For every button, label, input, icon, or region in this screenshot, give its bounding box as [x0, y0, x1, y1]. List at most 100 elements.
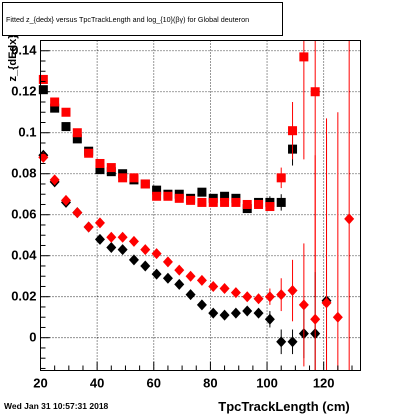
- data-point-square: [50, 103, 60, 113]
- data-point-square: [152, 191, 162, 201]
- data-point-square: [220, 191, 230, 201]
- data-point-square: [129, 173, 139, 183]
- data-point-square: [163, 191, 173, 201]
- y-tick-label: 0.04: [11, 248, 37, 263]
- data-point-square: [38, 85, 48, 95]
- y-tick-label: 0.14: [11, 43, 37, 58]
- y-tick-label: 0.02: [11, 289, 36, 304]
- data-point-square: [220, 197, 230, 207]
- data-point-square: [276, 173, 286, 183]
- data-point-diamond: [230, 287, 241, 299]
- data-point-square: [118, 173, 128, 183]
- data-point-diamond: [117, 244, 128, 256]
- data-point-diamond: [196, 299, 207, 311]
- data-point-diamond: [72, 207, 83, 219]
- data-point-square: [72, 128, 82, 138]
- data-point-diamond: [140, 260, 151, 272]
- data-point-square: [61, 122, 71, 132]
- data-point-diamond: [106, 231, 117, 243]
- data-point-diamond: [219, 283, 230, 295]
- plot-frame: [40, 40, 361, 371]
- data-point-diamond: [253, 293, 264, 305]
- y-tick-label: 0.06: [11, 207, 36, 222]
- data-point-square: [186, 195, 196, 205]
- data-point-diamond: [332, 311, 343, 323]
- data-point-square: [197, 197, 207, 207]
- data-point-diamond: [287, 336, 298, 348]
- data-point-diamond: [185, 270, 196, 282]
- y-tick-label: 0.08: [11, 166, 36, 181]
- plot-title-box: Fitted z_{dedx} versus TpcTrackLength an…: [2, 2, 283, 36]
- data-point-square: [242, 199, 252, 209]
- data-point-diamond: [162, 256, 173, 268]
- data-point-square: [95, 158, 105, 168]
- data-point-diamond: [185, 289, 196, 301]
- data-point-square: [299, 52, 309, 62]
- axes: 20 40 60 80 100 120 0 0.02 0.04 0.06 0.08 0.1 0.12 0.…: [11, 40, 353, 391]
- data-point-square: [310, 87, 320, 97]
- data-point-square: [288, 126, 298, 136]
- data-point-square: [254, 199, 264, 209]
- x-tick-label: 20: [33, 376, 47, 391]
- x-tick-label: 60: [147, 376, 161, 391]
- data-point-square: [197, 187, 207, 197]
- data-point-square: [72, 134, 82, 144]
- data-point-diamond: [151, 248, 162, 260]
- x-tick-label: 40: [90, 376, 104, 391]
- data-point-square: [276, 197, 286, 207]
- data-point-square: [38, 74, 48, 84]
- data-point-diamond: [298, 299, 309, 311]
- x-tick-label: 80: [203, 376, 217, 391]
- data-point-diamond: [253, 307, 264, 319]
- plot-title: Fitted z_{dedx} versus TpcTrackLength an…: [6, 14, 250, 24]
- data-point-square: [140, 179, 150, 189]
- timestamp: Wed Jan 31 10:57:31 2018: [4, 401, 109, 411]
- data-point-diamond: [321, 297, 332, 309]
- data-point-square: [106, 163, 116, 173]
- data-point-diamond: [310, 313, 321, 325]
- y-tick-label: 0.12: [11, 84, 36, 99]
- data-point-diamond: [162, 272, 173, 284]
- x-tick-label: 100: [256, 376, 278, 391]
- data-point-diamond: [242, 291, 253, 303]
- data-point-square: [231, 197, 241, 207]
- data-point-diamond: [230, 307, 241, 319]
- data-point-diamond: [276, 289, 287, 301]
- data-point-diamond: [49, 174, 60, 186]
- data-point-diamond: [174, 264, 185, 276]
- data-point-diamond: [196, 274, 207, 286]
- y-tick-label: 0.1: [18, 125, 36, 140]
- y-tick-label: 0: [29, 330, 36, 345]
- data-point-square: [50, 97, 60, 107]
- data-point-diamond: [106, 242, 117, 254]
- data-point-diamond: [128, 254, 139, 266]
- data-point-square: [95, 165, 105, 175]
- data-point-diamond: [287, 285, 298, 297]
- data-point-diamond: [117, 231, 128, 243]
- data-point-square: [61, 107, 71, 117]
- y-axis-label: z_{dEdx}: [7, 34, 19, 82]
- data-point-square: [174, 193, 184, 203]
- data-point-square: [208, 197, 218, 207]
- data-point-diamond: [83, 221, 94, 233]
- data-point-diamond: [264, 313, 275, 325]
- data-point-diamond: [140, 244, 151, 256]
- data-point-diamond: [128, 235, 139, 247]
- data-point-diamond: [219, 309, 230, 321]
- data-point-diamond: [276, 336, 287, 348]
- data-point-diamond: [94, 233, 105, 245]
- data-point-diamond: [151, 268, 162, 280]
- data-point-diamond: [208, 307, 219, 319]
- data-point-diamond: [344, 213, 355, 225]
- data-point-diamond: [242, 305, 253, 317]
- data-point-square: [152, 185, 162, 195]
- data-point-diamond: [60, 194, 71, 206]
- data-point-diamond: [94, 217, 105, 229]
- data-markers: [38, 40, 355, 371]
- x-axis-label: TpcTrackLength (cm): [218, 399, 349, 414]
- data-point-diamond: [208, 280, 219, 292]
- data-point-square: [84, 148, 94, 158]
- data-point-diamond: [174, 278, 185, 290]
